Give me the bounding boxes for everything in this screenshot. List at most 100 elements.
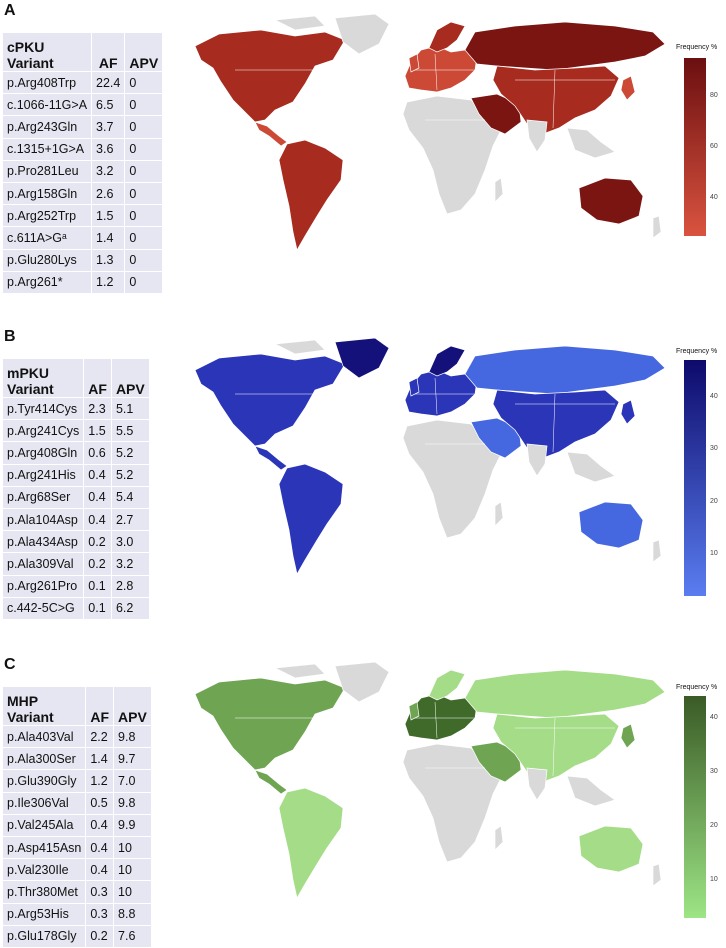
table-row: p.Arg68Ser 0.4 5.4 [1, 485, 150, 509]
table-row: p.Ala300Ser 1.4 9.7 [1, 747, 152, 771]
region-canada-islands [273, 15, 326, 31]
region-russia [464, 345, 666, 395]
table-row: p.Arg53His 0.3 8.8 [1, 902, 152, 926]
region-russia [464, 669, 666, 719]
table-row: p.Arg261Pro 0.1 2.8 [1, 574, 150, 598]
region-uk [408, 53, 420, 73]
apv-cell: 0 [124, 270, 164, 294]
variant-cell: c.442-5C>G [1, 596, 85, 620]
af-cell: 2.6 [91, 181, 126, 206]
region-japan [620, 75, 636, 101]
region-canada-islands [273, 663, 326, 679]
region-greenland [334, 661, 390, 703]
legend-tick-label: 40 [710, 193, 718, 201]
region-japan [620, 399, 636, 425]
border-line [434, 701, 438, 739]
table-header: MHP Variant AF APV [1, 686, 152, 726]
table-row: p.Val230Ile 0.4 10 [1, 858, 152, 882]
variant-cell: p.Arg261Pro [1, 574, 85, 598]
region-australia [578, 825, 644, 873]
region-asia [492, 389, 620, 459]
legend-tick-label: 20 [710, 497, 718, 505]
region-scandinavia [428, 669, 466, 701]
variant-cell: p.Arg53His [1, 902, 87, 926]
apv-cell: 9.7 [113, 747, 152, 771]
apv-cell: 5.5 [110, 419, 150, 443]
af-cell: 0.1 [83, 574, 112, 598]
table-row: p.Arg408Gln 0.6 5.2 [1, 441, 150, 465]
variant-cell: p.Val245Ala [1, 813, 87, 837]
af-cell: 0.6 [83, 441, 112, 465]
region-asia [492, 713, 620, 783]
af-cell: 1.5 [91, 204, 126, 228]
apv-cell: 10 [113, 880, 152, 904]
variant-cell: p.Arg158Gln [1, 181, 93, 206]
table-row: p.Glu390Gly 1.2 7.0 [1, 769, 152, 793]
region-scandinavia [428, 345, 466, 377]
apv-cell: 5.1 [110, 396, 150, 421]
af-cell: 1.4 [85, 747, 115, 771]
af-cell: 0.3 [85, 902, 115, 926]
variant-table: cPKU Variant AF APV p.Arg408Trp 22.4 0 c.106… [1, 32, 164, 294]
apv-cell: 2.8 [110, 574, 150, 598]
af-cell: 0.2 [83, 530, 112, 554]
border-line [434, 377, 438, 415]
border-line [552, 717, 556, 777]
legend-title: Frequency % [676, 684, 718, 691]
table-row: p.Arg241His 0.4 5.2 [1, 463, 150, 487]
panel-b: B mPKU Variant AF APV p.Tyr414Cys 2.3 5.1 p.… [0, 326, 726, 626]
region-scandinavia [428, 21, 466, 53]
table-header: mPKU Variant AF APV [1, 358, 150, 398]
apv-cell: 9.8 [113, 724, 152, 749]
column-header-apv: APV [113, 686, 152, 726]
legend-tick-label: 80 [710, 92, 718, 100]
af-cell: 0.5 [85, 791, 115, 815]
region-central-america [254, 769, 288, 795]
af-cell: 0.2 [85, 924, 115, 948]
variant-cell: p.Arg408Trp [1, 70, 93, 95]
region-north-america [194, 353, 346, 447]
apv-cell: 5.4 [110, 485, 150, 509]
table-row: p.Arg252Trp 1.5 0 [1, 204, 164, 228]
apv-cell: 7.0 [113, 769, 152, 793]
apv-cell: 0 [124, 115, 164, 139]
variant-cell: p.Ile306Val [1, 791, 87, 815]
table-row: p.Ala434Asp 0.2 3.0 [1, 530, 150, 554]
table-row: c.1315+1G>A 3.6 0 [1, 137, 164, 161]
variant-cell: p.Arg243Gln [1, 115, 93, 139]
world-map [194, 661, 666, 899]
legend-tick-label: 60 [710, 143, 718, 150]
apv-cell: 0 [124, 226, 164, 250]
table-row: p.Asp415Asn 0.4 10 [1, 835, 152, 860]
variant-table: mPKU Variant AF APV p.Tyr414Cys 2.3 5.1 p.Ar… [1, 358, 150, 620]
table-row: p.Arg261* 1.2 0 [1, 270, 164, 294]
apv-cell: 0 [124, 70, 164, 95]
af-cell: 0.1 [83, 596, 112, 620]
region-central-america [254, 445, 288, 471]
table-header: cPKU Variant AF APV [1, 32, 164, 72]
region-north-america [194, 677, 346, 771]
table-row: p.Arg241Cys 1.5 5.5 [1, 419, 150, 443]
af-cell: 0.2 [83, 552, 112, 576]
af-cell: 2.2 [85, 724, 115, 749]
apv-cell: 0 [124, 181, 164, 206]
region-canada-islands [273, 339, 326, 355]
af-cell: 22.4 [91, 70, 126, 95]
variant-cell: c.611A>Gᵃ [1, 226, 93, 250]
apv-cell: 10 [113, 835, 152, 860]
table-row: p.Arg243Gln 3.7 0 [1, 115, 164, 139]
table-row: p.Tyr414Cys 2.3 5.1 [1, 396, 150, 421]
variant-cell: p.Asp415Asn [1, 835, 87, 860]
legend-title: Frequency % [676, 44, 718, 51]
table-row: p.Pro281Leu 3.2 0 [1, 159, 164, 183]
apv-cell: 0 [124, 137, 164, 161]
border-line [434, 53, 438, 91]
table-row: c.611A>Gᵃ 1.4 0 [1, 226, 164, 250]
world-map [194, 337, 666, 575]
apv-cell: 5.2 [110, 441, 150, 465]
table-row: p.Ala309Val 0.2 3.2 [1, 552, 150, 576]
apv-cell: 0 [124, 159, 164, 183]
legend: Frequency % 40 30 20 10 [676, 684, 726, 920]
region-uk [408, 377, 420, 397]
variant-cell: p.Ala309Val [1, 552, 85, 576]
